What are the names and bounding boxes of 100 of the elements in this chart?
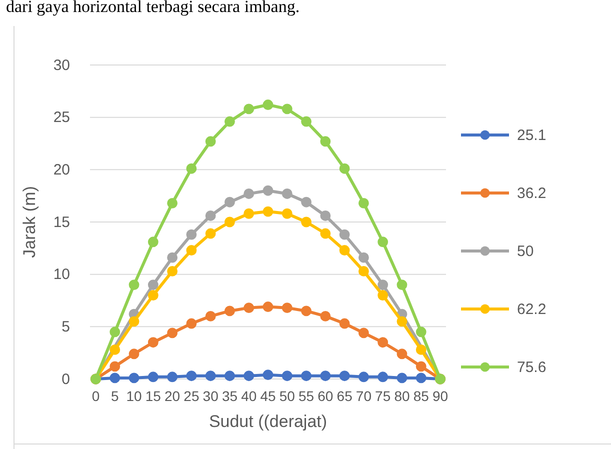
point: [205, 370, 216, 382]
point: [224, 370, 235, 382]
point: [282, 188, 292, 199]
y-tick-label: 5: [62, 318, 70, 336]
x-tick-label: 25: [184, 388, 200, 404]
point: [282, 208, 292, 219]
y-tick-label: 25: [53, 109, 70, 126]
point: [262, 185, 274, 196]
point: [301, 116, 312, 127]
y-tick-label: 0: [62, 370, 70, 388]
point: [244, 302, 254, 314]
point: [282, 302, 292, 314]
point: [320, 310, 331, 322]
point: [167, 266, 178, 276]
point: [262, 206, 274, 217]
point: [148, 337, 158, 348]
x-tick-label: 50: [279, 388, 296, 404]
point: [339, 229, 350, 240]
point: [128, 372, 140, 384]
point: [396, 348, 408, 360]
point: [186, 370, 197, 382]
point: [378, 372, 388, 382]
legend-label: 50: [517, 243, 534, 260]
point: [224, 116, 235, 127]
point: [110, 344, 120, 355]
y-tick-label: 30: [53, 56, 70, 74]
point: [378, 290, 388, 300]
point: [110, 326, 120, 338]
legend-label: 36.2: [517, 185, 546, 202]
point: [110, 372, 120, 384]
point: [128, 316, 140, 327]
point: [320, 136, 331, 147]
point: [396, 316, 408, 327]
x-tick-label: 70: [356, 388, 372, 404]
point: [339, 318, 350, 329]
point: [110, 361, 120, 372]
y-tick-label: 10: [53, 266, 70, 284]
point: [378, 280, 388, 290]
point: [320, 210, 331, 221]
point: [358, 252, 369, 263]
point: [244, 208, 254, 219]
point: [339, 370, 350, 382]
point: [416, 326, 426, 338]
point: [358, 198, 369, 208]
x-tick-label: 40: [241, 388, 257, 404]
point: [244, 104, 254, 114]
point: [358, 372, 369, 382]
point: [224, 216, 235, 228]
x-tick-label: 0: [92, 388, 100, 404]
point: [148, 372, 158, 382]
point: [167, 198, 178, 208]
point: [128, 348, 140, 360]
point: [205, 136, 216, 147]
point: [148, 280, 158, 290]
point: [358, 328, 369, 338]
point: [244, 370, 254, 382]
point: [262, 100, 274, 110]
point: [148, 236, 158, 248]
x-tick-label: 85: [413, 388, 430, 404]
point: [358, 266, 369, 276]
x-tick-label: 75: [375, 388, 391, 404]
point: [167, 328, 178, 338]
x-tick-label: 20: [164, 388, 180, 404]
point: [186, 229, 197, 240]
point: [167, 372, 178, 382]
x-axis-title: Sudut ((derajat): [208, 412, 328, 431]
point: [148, 290, 158, 300]
point: [416, 344, 426, 355]
point: [301, 216, 312, 228]
point: [186, 318, 197, 329]
legend-label: 75.6: [517, 359, 546, 376]
point: [186, 163, 197, 174]
point: [320, 228, 331, 239]
x-tick-label: 10: [126, 388, 142, 404]
point: [205, 310, 216, 322]
point: [244, 188, 254, 199]
x-tick-label: 35: [222, 388, 238, 404]
legend-label: 25.1: [517, 127, 546, 144]
x-tick-label: 60: [318, 388, 334, 404]
point: [224, 196, 235, 208]
point: [282, 104, 292, 114]
point: [205, 210, 216, 221]
point: [301, 306, 312, 316]
x-tick-label: 65: [336, 388, 353, 404]
point: [301, 370, 312, 382]
point: [339, 163, 350, 174]
point: [396, 372, 408, 384]
text: dari gaya horizontal terbagi secara imbang.: [6, 0, 300, 16]
point: [128, 280, 140, 290]
x-tick-label: 55: [298, 388, 314, 404]
point: [205, 228, 216, 239]
point: [378, 236, 388, 248]
point: [320, 370, 331, 382]
y-axis-title: Jarak (m): [20, 186, 39, 258]
point: [301, 196, 312, 208]
legend-label: 62.2: [517, 301, 546, 318]
point: [224, 306, 235, 316]
point: [282, 370, 292, 382]
y-tick-label: 20: [53, 161, 70, 178]
x-tick-label: 5: [110, 388, 119, 404]
